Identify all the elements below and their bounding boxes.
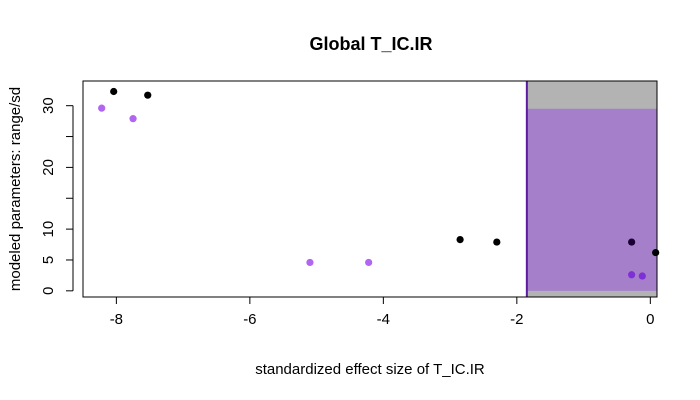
y-tick-label: 30 bbox=[40, 97, 57, 114]
data-point-11 bbox=[638, 272, 646, 280]
x-tick-label: -2 bbox=[510, 311, 523, 328]
data-point-5 bbox=[365, 258, 373, 267]
data-point-10 bbox=[628, 271, 636, 279]
y-axis-label: modeled parameters: range/sd bbox=[7, 87, 24, 291]
data-point-3 bbox=[129, 115, 137, 123]
chart-title: Global T_IC.IR bbox=[309, 34, 432, 54]
data-point-6 bbox=[456, 236, 464, 244]
y-tick-label: 0 bbox=[40, 287, 57, 295]
x-tick-label: -6 bbox=[243, 311, 256, 328]
x-axis-label: standardized effect size of T_IC.IR bbox=[255, 361, 485, 378]
data-point-7 bbox=[493, 238, 501, 246]
data-points bbox=[98, 87, 660, 280]
shaded-region-1 bbox=[526, 108, 657, 291]
y-tick-label: 10 bbox=[40, 221, 57, 238]
y-axis: 0 5 10 20 30 bbox=[40, 97, 74, 295]
y-tick-label: 20 bbox=[40, 159, 57, 176]
shaded-regions bbox=[526, 81, 657, 297]
data-point-0 bbox=[110, 87, 118, 96]
data-point-4 bbox=[306, 258, 314, 267]
x-axis: -8 -6 -4 -2 0 bbox=[110, 296, 654, 328]
data-point-9 bbox=[652, 248, 660, 257]
x-tick-label: 0 bbox=[646, 311, 654, 328]
x-tick-label: -8 bbox=[110, 311, 123, 328]
data-point-2 bbox=[98, 104, 106, 112]
y-tick-label: 5 bbox=[40, 256, 57, 264]
data-point-8 bbox=[628, 238, 636, 246]
x-tick-label: -4 bbox=[377, 311, 390, 328]
data-point-1 bbox=[144, 91, 152, 99]
